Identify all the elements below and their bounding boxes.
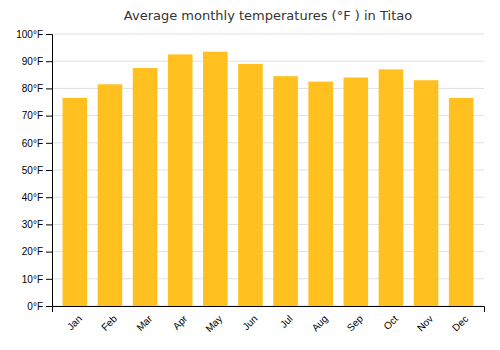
tick: 20°F [22, 246, 52, 257]
title: Average monthly temperatures (°F ) in Ti… [124, 8, 412, 23]
tick-label: 0°F [27, 301, 43, 312]
tick-label: Apr [171, 313, 190, 332]
tick: 0°F [27, 301, 52, 312]
tick-label: 40°F [22, 192, 43, 203]
tick-label: 100°F [16, 29, 43, 40]
tick: Jul [278, 313, 295, 330]
tick-mark [46, 88, 52, 89]
tick-label: 30°F [22, 219, 43, 230]
tick-mark [46, 306, 52, 307]
tick-mark [46, 61, 52, 62]
tick: Feb [99, 313, 119, 333]
tick-label: 80°F [22, 83, 43, 94]
tick-label: 70°F [22, 110, 43, 121]
tick: 40°F [22, 192, 52, 203]
tick-mark [46, 252, 52, 253]
bar [308, 82, 333, 306]
bars [63, 52, 474, 306]
tick-label: May [203, 313, 224, 334]
tick-label: 60°F [22, 138, 43, 149]
tick-mark [46, 279, 52, 280]
bar [379, 69, 404, 306]
grid-line [52, 61, 484, 62]
tick-label: Aug [310, 313, 330, 333]
tick: 60°F [22, 138, 52, 149]
tick-label: 90°F [22, 56, 43, 67]
tick-label: Oct [381, 313, 400, 332]
bar [344, 78, 369, 306]
y-axis: 0°F 10°F 20°F 30°F 40°F 50°F 60°F 70°F 80°F 90°F 1… [16, 29, 52, 312]
tick-label: Feb [99, 313, 119, 333]
bar [63, 98, 88, 306]
axis-line [46, 35, 53, 307]
tick-mark [46, 116, 52, 117]
tick-label: 10°F [22, 274, 43, 285]
tick: Dec [450, 313, 470, 333]
tick: 90°F [22, 56, 52, 67]
tick: Aug [310, 313, 330, 333]
bar [449, 98, 474, 306]
tick-mark [46, 34, 52, 35]
x-axis: Jan Feb Mar Apr May Jun Jul Aug Sep Oct Nov Dec [53, 307, 485, 335]
tick: Mar [134, 313, 154, 333]
tick: Jan [65, 313, 84, 332]
chart: 0°F 10°F 20°F 30°F 40°F 50°F 60°F 70°F 80°F 90°F 1… [0, 0, 500, 350]
tick: 50°F [22, 165, 52, 176]
bar [238, 64, 263, 306]
tick-label: Dec [450, 313, 470, 333]
tick-label: 50°F [22, 165, 43, 176]
bar [414, 80, 439, 306]
bar [133, 68, 158, 306]
axis-line [53, 307, 485, 313]
grid-line [52, 34, 484, 35]
tick-mark [46, 197, 52, 198]
tick-label: Jul [278, 313, 295, 330]
tick-label: Jan [65, 313, 84, 332]
tick-label: Nov [415, 313, 435, 333]
bar [168, 54, 193, 306]
tick-label: Mar [134, 313, 154, 333]
plot: 0°F 10°F 20°F 30°F 40°F 50°F 60°F 70°F 80°F 90°F 1… [16, 29, 484, 335]
tick: Jun [240, 313, 259, 332]
tick: Oct [381, 313, 400, 332]
tick-mark [46, 143, 52, 144]
tick: May [203, 313, 224, 334]
tick: 80°F [22, 83, 52, 94]
grid [52, 34, 484, 306]
tick: Sep [345, 313, 366, 334]
tick: Apr [171, 313, 190, 332]
tick: 30°F [22, 219, 52, 230]
bar [203, 52, 228, 306]
bar [273, 76, 298, 306]
tick: 10°F [22, 274, 52, 285]
tick-label: Sep [345, 313, 366, 334]
tick: 100°F [16, 29, 52, 40]
tick: Nov [415, 313, 435, 333]
tick-mark [46, 170, 52, 171]
tick: 70°F [22, 110, 52, 121]
bar [98, 84, 123, 306]
tick-mark [46, 224, 52, 225]
tick-label: 20°F [22, 246, 43, 257]
tick-label: Jun [240, 313, 259, 332]
